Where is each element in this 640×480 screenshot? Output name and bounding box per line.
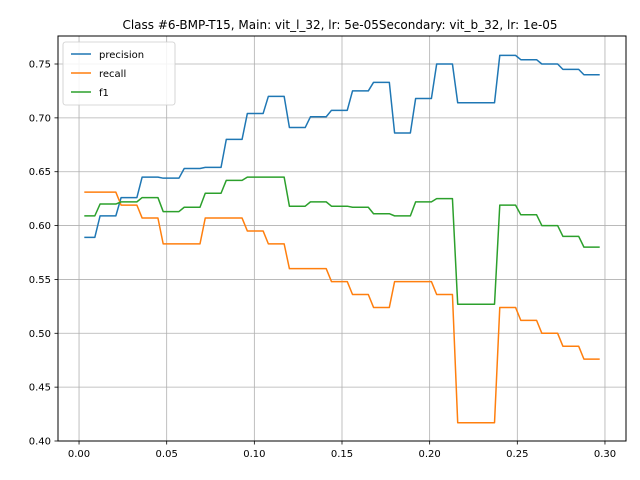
- x-tick-label: 0.05: [156, 449, 178, 460]
- series-line-f1: [84, 176, 600, 305]
- series-line-precision: [84, 54, 600, 239]
- y-tick-label: 0.45: [29, 383, 51, 394]
- legend-label-precision: precision: [99, 50, 144, 61]
- y-tick-label: 0.50: [29, 329, 51, 340]
- chart-title: Class #6-BMP-T15, Main: vit_l_32, lr: 5e…: [122, 18, 557, 32]
- x-tick-label: 0.25: [506, 449, 528, 460]
- y-tick-label: 0.40: [29, 437, 51, 448]
- y-tick-label: 0.55: [29, 275, 51, 286]
- series-lines: [84, 54, 600, 424]
- y-tick-label: 0.60: [29, 221, 51, 232]
- x-tick-label: 0.00: [68, 449, 90, 460]
- y-tick-label: 0.75: [29, 60, 51, 71]
- axis-ticks: 0.00 0.05 0.10 0.15 0.20 0.25 0.30 0.40 0.45 0.50…: [29, 60, 616, 460]
- y-tick-label: 0.70: [29, 113, 51, 124]
- legend-label-recall: recall: [99, 69, 126, 80]
- legend-box: [62, 41, 176, 106]
- x-tick-label: 0.15: [331, 449, 353, 460]
- y-tick-label: 0.65: [29, 167, 51, 178]
- x-tick-label: 0.30: [594, 449, 616, 460]
- series-line-recall: [84, 191, 600, 424]
- x-tick-label: 0.10: [243, 449, 265, 460]
- legend-label-f1: f1: [99, 88, 109, 99]
- x-tick-label: 0.20: [419, 449, 441, 460]
- legend: precision recall f1: [62, 41, 176, 106]
